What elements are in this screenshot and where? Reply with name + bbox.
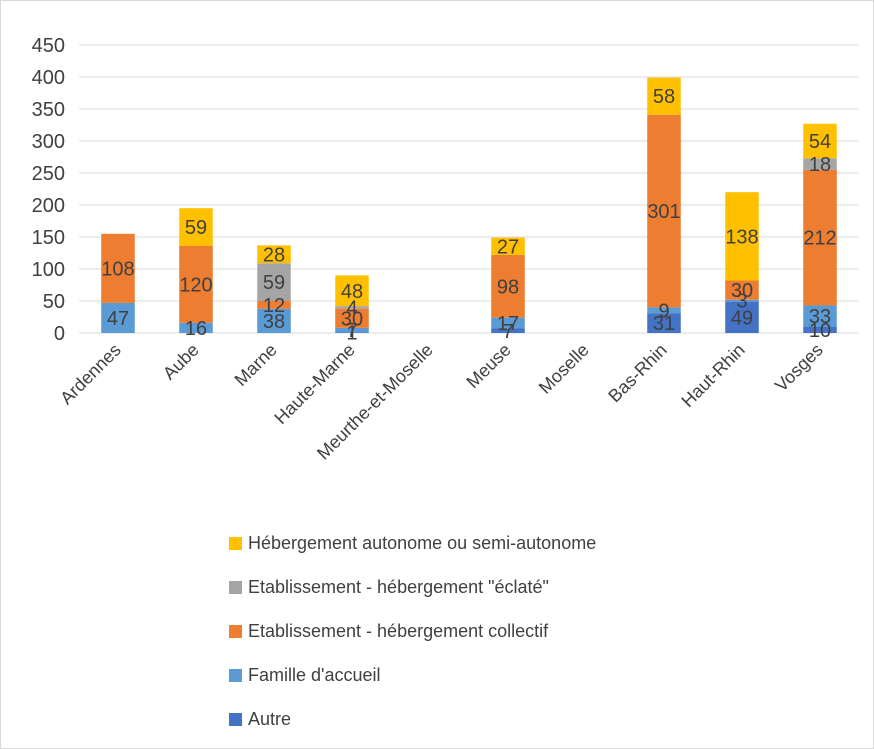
bar-segment xyxy=(647,114,681,308)
y-tick-label: 0 xyxy=(54,323,65,345)
data-label: 12 xyxy=(263,295,285,317)
bar-segment xyxy=(803,305,837,327)
y-tick-label: 300 xyxy=(32,131,65,153)
y-tick-label: 350 xyxy=(32,99,65,121)
bar-segment xyxy=(257,301,291,309)
bar-segment xyxy=(101,233,135,303)
data-label: 108 xyxy=(101,258,134,280)
y-axis-ticks: 0 50 100 150 200 250 300 350 400 450 xyxy=(32,35,65,345)
legend-swatch xyxy=(229,625,242,638)
data-label: 48 xyxy=(341,281,363,303)
bar-segment xyxy=(491,237,525,255)
category-label: Vosges xyxy=(771,340,827,396)
bar-segment xyxy=(101,302,135,333)
x-axis-ticks: Ardennes Aube MarneHaute-MarneMeurthe-et-M… xyxy=(56,340,827,464)
data-label: 17 xyxy=(497,313,519,335)
data-label: 27 xyxy=(497,236,519,258)
bar-segment xyxy=(491,254,525,318)
data-label: 212 xyxy=(803,228,836,250)
data-label: 33 xyxy=(809,306,831,328)
bar-segment xyxy=(647,313,681,333)
data-label: 7 xyxy=(502,321,513,343)
y-tick-label: 50 xyxy=(43,291,65,313)
y-tick-label: 250 xyxy=(32,163,65,185)
legend: Hébergement autonome ou semi-autonome Eta… xyxy=(229,533,596,729)
data-label: 59 xyxy=(263,272,285,294)
data-label: 38 xyxy=(263,311,285,333)
bar-segment xyxy=(725,301,759,333)
bar-segment xyxy=(803,169,837,306)
category-label: Bas-Rhin xyxy=(604,340,670,406)
bar-segment xyxy=(647,307,681,314)
bar-segment xyxy=(725,299,759,302)
data-label: 3 xyxy=(736,291,747,313)
data-label: 28 xyxy=(263,244,285,266)
data-label: 138 xyxy=(725,226,758,248)
data-label: 31 xyxy=(653,313,675,335)
legend-entry: Famille d'accueil xyxy=(248,665,381,685)
y-tick-label: 400 xyxy=(32,67,65,89)
y-tick-label: 150 xyxy=(32,227,65,249)
bar-segment xyxy=(179,245,213,323)
bars xyxy=(101,77,837,333)
bar-segment xyxy=(257,308,291,333)
data-label: 98 xyxy=(497,276,519,298)
data-label: 54 xyxy=(809,131,831,153)
category-label: Aube xyxy=(159,340,203,384)
data-label: 1 xyxy=(346,323,357,345)
bar-segment xyxy=(335,308,369,328)
data-label: 4 xyxy=(346,297,357,319)
category-label: Meuse xyxy=(462,340,514,392)
data-label: 30 xyxy=(341,308,363,330)
bar-segment xyxy=(335,275,369,307)
data-label: 301 xyxy=(647,201,680,223)
bar-segment xyxy=(335,327,369,333)
bar-segment xyxy=(179,208,213,246)
bar-segment xyxy=(647,77,681,115)
bar-segment xyxy=(491,317,525,329)
data-label: 47 xyxy=(107,308,129,330)
data-label: 10 xyxy=(809,320,831,342)
bar-segment xyxy=(491,328,525,333)
y-tick-label: 450 xyxy=(32,35,65,57)
data-label: 18 xyxy=(809,154,831,176)
bar-segment xyxy=(335,332,369,333)
legend-entry: Etablissement - hébergement "éclaté" xyxy=(248,577,549,597)
bar-segment xyxy=(803,123,837,159)
legend-entry: Etablissement - hébergement collectif xyxy=(248,621,549,641)
bar-segment xyxy=(257,245,291,264)
data-label: 58 xyxy=(653,86,675,108)
data-label: 30 xyxy=(731,280,753,302)
y-tick-label: 200 xyxy=(32,195,65,217)
data-labels: 4710816120593812592817304487179827319301… xyxy=(101,86,836,344)
bar-segment xyxy=(725,280,759,300)
legend-swatch xyxy=(229,669,242,682)
bar-segment xyxy=(179,322,213,333)
legend-swatch xyxy=(229,581,242,594)
data-label: 49 xyxy=(731,307,753,329)
legend-entry: Autre xyxy=(248,709,291,729)
category-label: Haut-Rhin xyxy=(677,340,748,411)
bar-segment xyxy=(803,326,837,333)
data-label: 7 xyxy=(346,320,357,342)
y-tick-label: 100 xyxy=(32,259,65,281)
data-label: 16 xyxy=(185,318,207,340)
category-label: Haute-Marne xyxy=(270,340,358,428)
legend-swatch xyxy=(229,713,242,726)
bar-segment xyxy=(803,158,837,170)
bar-segment xyxy=(257,263,291,301)
data-label: 9 xyxy=(658,300,669,322)
category-label: Moselle xyxy=(535,340,593,398)
legend-entry: Hébergement autonome ou semi-autonome xyxy=(248,533,596,553)
data-label: 59 xyxy=(185,217,207,239)
legend-swatch xyxy=(229,537,242,550)
category-label: Marne xyxy=(231,340,281,390)
bar-segment xyxy=(335,306,369,309)
category-label: Ardennes xyxy=(56,340,125,409)
bar-segment xyxy=(725,192,759,281)
data-label: 120 xyxy=(179,274,212,296)
